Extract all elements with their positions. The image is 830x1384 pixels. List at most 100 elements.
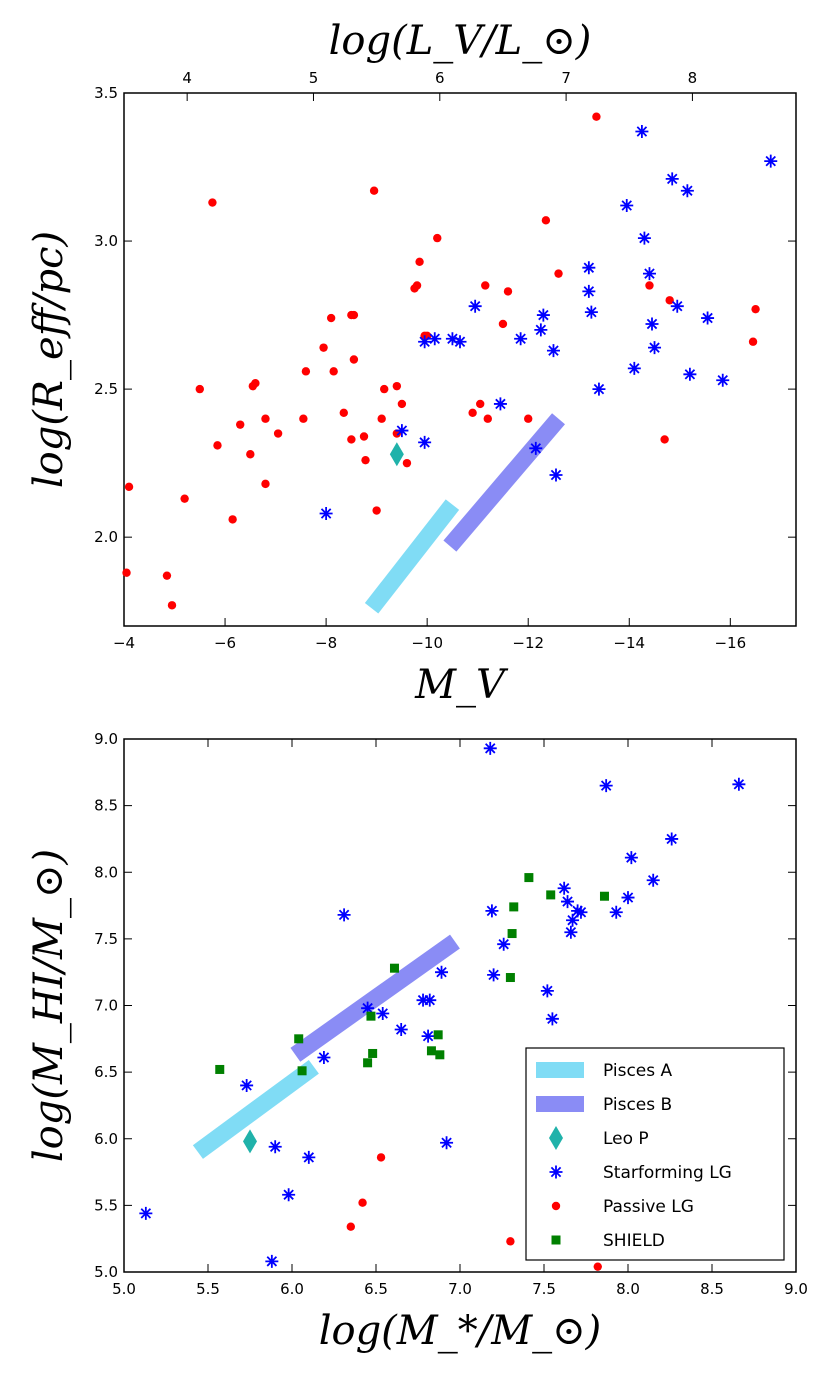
bottom-xtick-label: 8.5 (700, 1280, 724, 1298)
bottom-point (566, 913, 580, 927)
top-point (261, 414, 270, 423)
top-point (319, 343, 328, 352)
top-point (592, 112, 601, 121)
top-ytick-label: 3.0 (94, 232, 118, 250)
bottom-point (361, 1001, 375, 1015)
top-point (541, 216, 551, 225)
top-point (483, 414, 492, 423)
top-point (534, 323, 548, 337)
top-secondary-tick-label: 5 (309, 69, 319, 87)
top-xtick-label: −16 (714, 634, 746, 652)
top-secondary-tick-label: 8 (688, 69, 698, 87)
bottom-ytick-label: 8.5 (94, 797, 118, 815)
bottom-point (540, 984, 554, 998)
top-xtick-label: −8 (315, 634, 337, 652)
bottom-point (389, 963, 399, 973)
bottom-panel: 5.0 5.5 6.0 6.5 7.0 7.5 8.0 8.5 9.0 5.0 5.5 6.0 6.5 7… (26, 730, 808, 1354)
top-xtick-label: −6 (214, 634, 236, 652)
top-point (645, 317, 659, 331)
top-point (635, 124, 649, 138)
top-point (380, 384, 389, 394)
bottom-point (599, 891, 609, 901)
bottom-point (435, 1050, 445, 1060)
bottom-point (506, 1237, 515, 1246)
bottom-point (426, 1046, 436, 1056)
legend-label: Passive LG (603, 1197, 694, 1217)
bottom-band-pisces-a (192, 1059, 319, 1159)
top-point (418, 335, 432, 349)
top-point (415, 257, 424, 266)
top-point (546, 344, 560, 358)
bottom-point (294, 1034, 304, 1044)
top-point (372, 506, 381, 515)
top-point (299, 414, 308, 423)
top-secondary-tick-label: 6 (435, 69, 445, 87)
top-point (764, 154, 778, 168)
bottom-point (574, 905, 588, 919)
bottom-point (509, 902, 519, 912)
top-point (369, 186, 379, 195)
bottom-ytick-label: 7.5 (94, 930, 118, 948)
bottom-point (282, 1188, 296, 1202)
bottom-y-axis-title: log(M_HI/M_⊙) (26, 849, 72, 1162)
top-point (468, 299, 482, 313)
bottom-point (423, 993, 437, 1007)
bottom-point (265, 1254, 279, 1268)
bottom-point (440, 1136, 454, 1150)
bottom-ytick-label: 6.5 (94, 1063, 118, 1081)
top-point (683, 367, 697, 381)
bottom-point (215, 1064, 225, 1074)
bottom-point (366, 1011, 376, 1021)
bottom-point (139, 1206, 153, 1220)
top-series-starforming-lg (319, 124, 778, 520)
top-ytick-label: 3.5 (94, 84, 118, 102)
legend-entry: SHIELD (551, 1231, 665, 1251)
top-point (637, 231, 651, 245)
top-point (529, 441, 543, 455)
top-point (162, 571, 172, 580)
top-point (481, 281, 490, 290)
top-point (680, 184, 694, 198)
bottom-point (624, 851, 638, 865)
top-xtick-label: −4 (113, 634, 135, 652)
top-point (584, 305, 598, 319)
top-point (361, 455, 370, 465)
top-point (329, 367, 338, 376)
bottom-xtick-label: 5.0 (112, 1280, 136, 1298)
top-point (648, 341, 662, 355)
top-point (339, 408, 348, 417)
top-point (660, 435, 669, 444)
bottom-point (564, 925, 578, 939)
bottom-ytick-label: 9.0 (94, 730, 118, 748)
bottom-point (599, 779, 613, 793)
top-point (582, 284, 596, 298)
top-point (645, 281, 654, 290)
bottom-point (487, 968, 501, 982)
bottom-point (435, 965, 449, 979)
bottom-point (621, 891, 635, 905)
top-point (433, 233, 442, 243)
top-point (476, 399, 485, 409)
bottom-point (497, 937, 511, 951)
legend-entry: Leo P (549, 1126, 649, 1150)
top-point (493, 397, 507, 411)
bottom-point (394, 1022, 408, 1036)
top-band-pisces-a (364, 499, 460, 614)
bottom-point (416, 993, 430, 1007)
bottom-ytick-label: 8.0 (94, 863, 118, 881)
legend-label: Leo P (603, 1129, 649, 1149)
legend-swatch (551, 1235, 561, 1245)
bottom-point (545, 1012, 559, 1026)
top-point (377, 414, 386, 423)
legend-entry: Starforming LG (549, 1163, 732, 1183)
top-point (627, 361, 641, 375)
top-band-pisces-b (443, 413, 565, 552)
bottom-point (646, 873, 660, 887)
top-point (389, 442, 404, 467)
bottom-point (376, 1153, 386, 1162)
legend-label: Starforming LG (603, 1163, 732, 1183)
bottom-series-leo-p (243, 1129, 257, 1154)
top-secondary-axis-title: log(L_V/L_⊙) (329, 18, 592, 64)
top-point (751, 304, 760, 314)
